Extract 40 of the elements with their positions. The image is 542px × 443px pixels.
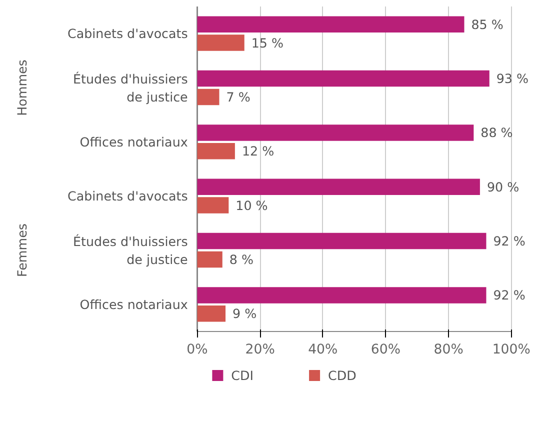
data-label: 92 % (493, 234, 526, 249)
x-tick-label: 80% (434, 342, 464, 358)
text: Hommes (14, 60, 30, 116)
bar (197, 287, 486, 304)
y-tick-label: Cabinets d'avocats (68, 26, 188, 42)
data-label: 7 % (226, 89, 250, 104)
data-label: 90 % (486, 179, 520, 194)
y-tick-label: Études d'huissiers de justice (73, 71, 188, 104)
legend-label: CDI (231, 368, 254, 383)
data-label: 88 % (480, 125, 513, 140)
data-label: 15 % (251, 35, 284, 50)
data-label: 85 % (471, 16, 504, 32)
y-tick-label: Cabinets d'avocats (68, 188, 188, 204)
text: Femmes (14, 224, 30, 277)
y-tick-label: Études d'huissiers de justice (73, 234, 188, 267)
x-tick-label: 60% (370, 342, 401, 358)
data-label: 93 % (496, 71, 529, 86)
bar (197, 232, 486, 250)
data-label: 8 % (229, 252, 254, 267)
data-label: 92 % (493, 288, 526, 303)
bar (197, 88, 220, 106)
bar (197, 178, 480, 195)
x-tick-label: 0% (186, 342, 208, 358)
bar (197, 143, 235, 160)
x-tick-label: 40% (308, 342, 338, 358)
legend-label: CDD (328, 368, 356, 383)
bar (197, 124, 474, 141)
data-label: 10 % (236, 198, 268, 213)
bar (197, 16, 464, 32)
data-label: 12 % (242, 144, 274, 159)
x-tick-label: 20% (245, 342, 275, 358)
bar (197, 197, 229, 214)
x-tick-label: 100% (492, 342, 530, 358)
y-tick-label: Offices notariaux (80, 296, 188, 312)
bar (197, 34, 244, 51)
y-tick-label: Offices notariaux (80, 134, 188, 150)
bar (197, 251, 222, 268)
data-label: 9 % (232, 306, 257, 322)
bar (197, 70, 490, 87)
bar (197, 306, 226, 322)
